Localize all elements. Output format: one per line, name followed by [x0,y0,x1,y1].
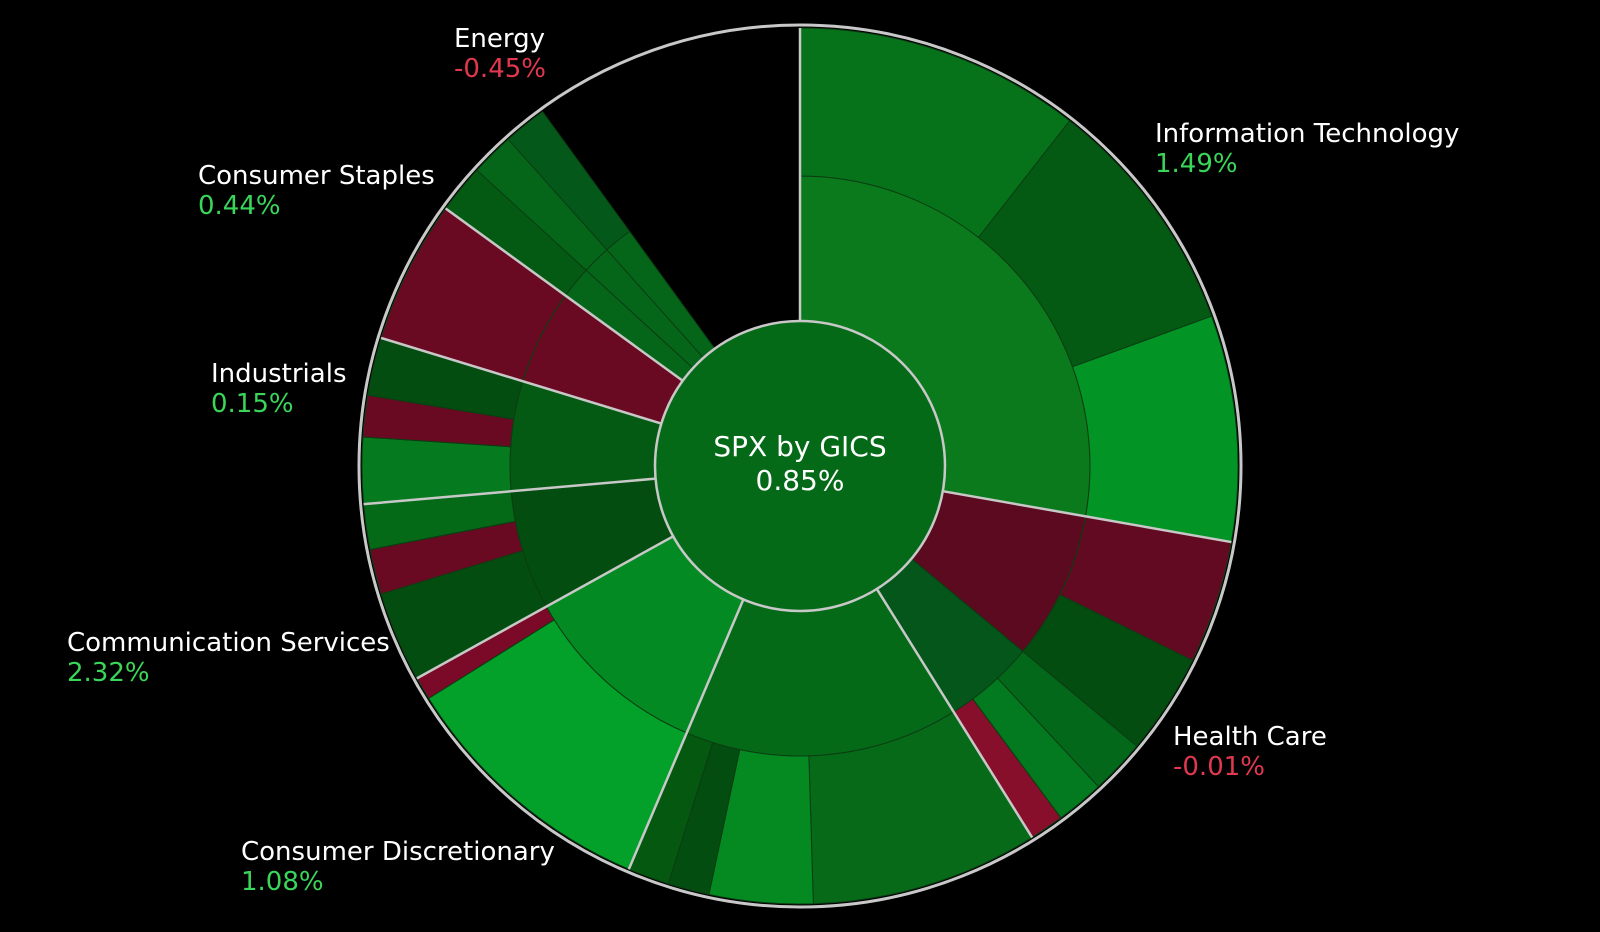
center-disc [653,319,947,613]
sector-change: 0.44% [198,191,281,221]
sector-name: Communication Services [67,628,390,658]
sector-change: 0.15% [211,389,294,419]
sector-divider [416,535,674,680]
sector-change: 1.08% [241,867,324,897]
sector-divider [875,588,1034,839]
outer-ring [357,23,1243,909]
sector-name: Consumer Staples [198,161,435,191]
sector-name: Health Care [1173,722,1327,752]
sector-label: Energy-0.45% [454,24,546,84]
sector-divider [363,477,656,506]
sub-industry-slice [507,110,631,251]
sector-name: Energy [454,24,545,54]
sector-name: Consumer Discretionary [241,837,555,867]
sector-label: Health Care-0.01% [1173,722,1327,782]
sector-divider [444,207,684,382]
center-title: SPX by GICS [713,430,886,463]
sector-divider [380,336,662,425]
center-value: 0.85% [756,464,845,497]
sector-divider [942,489,1232,544]
sector-divider [627,598,745,870]
sector-change: -0.45% [454,54,546,84]
sector-change: 1.49% [1155,149,1238,179]
sector-change: -0.01% [1173,752,1265,782]
sector-name: Industrials [211,359,346,389]
sector-name: Information Technology [1155,119,1459,149]
sector-change: 2.32% [67,658,150,688]
